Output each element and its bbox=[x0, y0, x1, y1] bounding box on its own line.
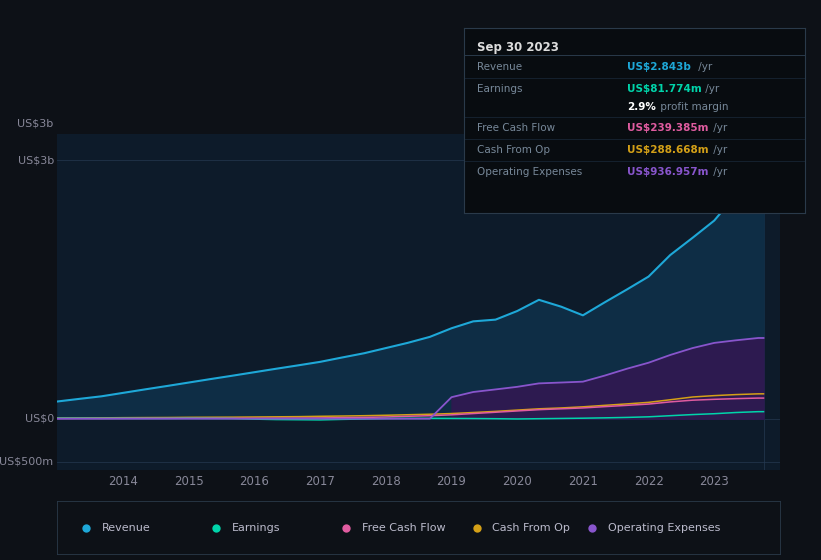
Text: US$239.385m: US$239.385m bbox=[627, 123, 709, 133]
Text: US$0: US$0 bbox=[25, 414, 54, 424]
Text: /yr: /yr bbox=[710, 145, 727, 155]
Text: profit margin: profit margin bbox=[658, 101, 729, 111]
Text: US$288.668m: US$288.668m bbox=[627, 145, 709, 155]
Text: -US$500m: -US$500m bbox=[0, 457, 54, 467]
Text: Cash From Op: Cash From Op bbox=[478, 145, 551, 155]
Text: /yr: /yr bbox=[710, 167, 727, 177]
Text: US$3b: US$3b bbox=[17, 155, 54, 165]
Text: US$3b: US$3b bbox=[17, 119, 53, 129]
Text: US$2.843b: US$2.843b bbox=[627, 62, 691, 72]
Text: /yr: /yr bbox=[710, 123, 727, 133]
Text: Revenue: Revenue bbox=[103, 523, 151, 533]
Text: Operating Expenses: Operating Expenses bbox=[478, 167, 583, 177]
Text: US$81.774m: US$81.774m bbox=[627, 84, 702, 94]
Text: Free Cash Flow: Free Cash Flow bbox=[362, 523, 446, 533]
Text: US$936.957m: US$936.957m bbox=[627, 167, 709, 177]
Text: Earnings: Earnings bbox=[478, 84, 523, 94]
Text: Sep 30 2023: Sep 30 2023 bbox=[478, 41, 559, 54]
Text: Free Cash Flow: Free Cash Flow bbox=[478, 123, 556, 133]
Text: Earnings: Earnings bbox=[232, 523, 281, 533]
Text: /yr: /yr bbox=[695, 62, 712, 72]
Text: Operating Expenses: Operating Expenses bbox=[608, 523, 720, 533]
Text: Revenue: Revenue bbox=[478, 62, 523, 72]
Text: Cash From Op: Cash From Op bbox=[493, 523, 571, 533]
Text: 2.9%: 2.9% bbox=[627, 101, 656, 111]
Text: /yr: /yr bbox=[702, 84, 720, 94]
